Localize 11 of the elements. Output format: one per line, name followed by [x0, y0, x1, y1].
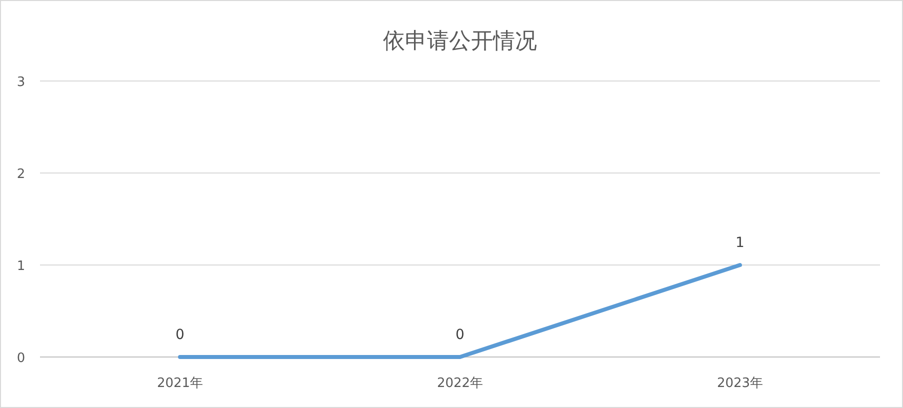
x-tick-label: 2022年 [436, 376, 484, 391]
data-label: 0 [456, 327, 464, 343]
data-label: 0 [176, 327, 184, 343]
y-tick-label: 2 [16, 167, 26, 182]
y-tick-label: 0 [16, 351, 26, 366]
y-tick-label: 3 [16, 75, 26, 90]
y-tick-label: 1 [16, 259, 26, 274]
chart-title: 依申请公开情况 [383, 29, 537, 54]
x-tick-label: 2023年 [716, 376, 764, 391]
data-label: 1 [736, 235, 744, 251]
x-tick-label: 2021年 [156, 376, 204, 391]
